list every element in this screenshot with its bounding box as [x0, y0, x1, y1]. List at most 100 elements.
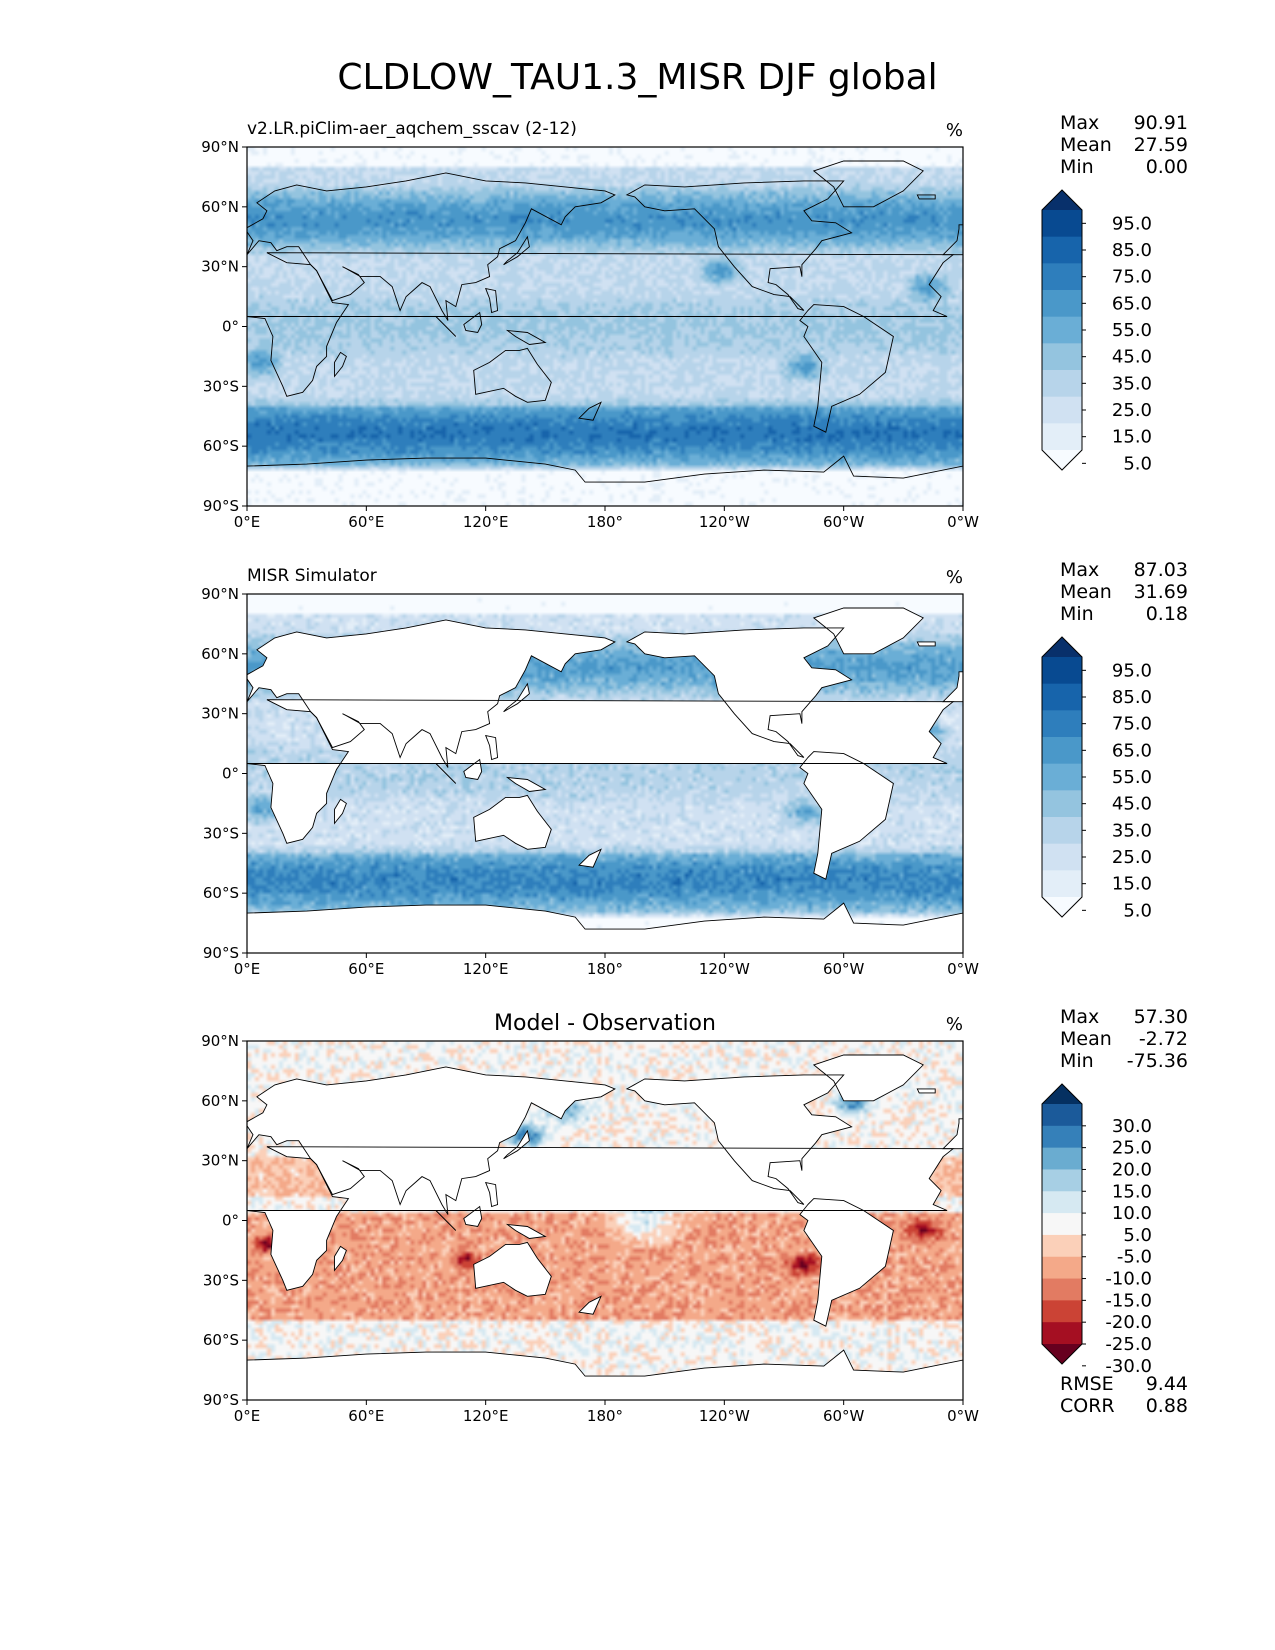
- lat-tick-label: 90°S: [203, 1391, 239, 1409]
- colorbar-segment: [1042, 343, 1082, 371]
- coastline: [247, 699, 955, 844]
- lon-tick-label: 120°W: [699, 513, 750, 531]
- coastline: [916, 194, 936, 200]
- stat-label: Max: [1060, 1006, 1100, 1028]
- lon-tick-label: 0°W: [947, 1407, 979, 1425]
- coastline: [463, 758, 483, 780]
- stat-label: Min: [1060, 603, 1094, 625]
- coastline: [463, 311, 483, 333]
- colorbar-tick-label: 30.0: [1112, 1116, 1152, 1137]
- lat-tick-label: 0°: [222, 765, 239, 783]
- colorbar-segment: [1042, 236, 1082, 264]
- lat-tick-label: 90°N: [201, 1032, 239, 1050]
- lat-tick-label: 90°S: [203, 497, 239, 515]
- colorbar-segment: [1042, 423, 1082, 451]
- colorbar-segment: [1042, 1278, 1082, 1301]
- stats-model: Max 90.91 Mean 27.59 Min 0.00: [1060, 112, 1188, 178]
- colorbar-segment: [1042, 710, 1082, 738]
- lat-tick-label: 30°N: [201, 258, 239, 276]
- lat-tick-label: 60°S: [203, 884, 239, 902]
- colorbar-tick-label: -30.0: [1105, 1356, 1152, 1377]
- lat-tick-label: 30°S: [203, 824, 239, 842]
- stat-value: -2.72: [1138, 1028, 1188, 1050]
- lat-tick-label: 90°N: [201, 585, 239, 603]
- colorbar-tick-label: 65.0: [1112, 293, 1152, 314]
- stat-label: CORR: [1060, 1395, 1115, 1417]
- coastline: [473, 794, 552, 850]
- coastline: [435, 763, 457, 784]
- coastline: [505, 329, 547, 345]
- colorbar-segment: [1042, 290, 1082, 318]
- coastline: [247, 1349, 963, 1400]
- coastline: [247, 172, 616, 321]
- colorbar-tick-label: 75.0: [1112, 714, 1152, 735]
- lon-tick-label: 60°E: [348, 1407, 384, 1425]
- colorbar-extend-top: [1042, 637, 1082, 657]
- coastline: [435, 1210, 457, 1231]
- lat-tick-label: 60°S: [203, 1331, 239, 1349]
- lat-tick-label: 0°: [222, 318, 239, 336]
- lon-tick-label: 0°W: [947, 960, 979, 978]
- stat-value: 0.18: [1145, 603, 1188, 625]
- stat-label: Max: [1060, 112, 1100, 134]
- coastlines: [247, 607, 963, 953]
- colorbar-tick-label: 5.0: [1123, 900, 1152, 921]
- coastline: [916, 1088, 936, 1094]
- coastline: [812, 160, 924, 208]
- colorbar-tick-label: 95.0: [1112, 660, 1152, 681]
- coastline: [484, 287, 499, 314]
- colorbar-tick-label: -10.0: [1105, 1269, 1152, 1290]
- map-panel-obs: 0°E 60°E 120°E 180° 120°W 60°W 0°W 90°N 60°N 30°N…: [201, 566, 979, 978]
- lat-tick-label: 60°S: [203, 437, 239, 455]
- colorbar-tick-label: 75.0: [1112, 267, 1152, 288]
- units-label: %: [946, 1014, 963, 1035]
- colorbar-extend-top: [1042, 1084, 1082, 1104]
- colorbar-tick-label: -20.0: [1105, 1312, 1152, 1333]
- lon-tick-label: 60°E: [348, 960, 384, 978]
- colorbar-segment: [1042, 210, 1082, 238]
- coastline: [247, 619, 616, 768]
- lat-tick-label: 60°N: [201, 645, 239, 663]
- stat-label: Mean: [1060, 581, 1112, 603]
- colorbar-tick-label: 35.0: [1112, 373, 1152, 394]
- coastline: [247, 455, 963, 506]
- colorbar-tick-label: 85.0: [1112, 687, 1152, 708]
- colorbar-segment: [1042, 1256, 1082, 1280]
- coastline: [503, 235, 530, 266]
- lon-tick-label: 120°W: [699, 1407, 750, 1425]
- colorbar-segment: [1042, 1213, 1082, 1236]
- colorbar-segment: [1042, 1322, 1082, 1345]
- colorbar-tick-label: 15.0: [1112, 1181, 1152, 1202]
- coastline: [578, 1295, 602, 1315]
- coastline: [247, 252, 955, 397]
- map-panel-model: 0°E 60°E 120°E 180° 120°W 60°W 0°W 90°N 60°N 30°N…: [201, 119, 979, 531]
- colorbar-tick-label: 95.0: [1112, 213, 1152, 234]
- lon-tick-label: 180°: [587, 1407, 623, 1425]
- lon-tick-label: 120°E: [463, 513, 509, 531]
- colorbar-segment: [1042, 1147, 1082, 1170]
- coastline: [799, 1198, 894, 1327]
- colorbar-outline: [1041, 189, 1083, 471]
- colorbar-diff: 30.025.020.015.010.05.0-5.0-10.0-15.0-20…: [1041, 1083, 1152, 1377]
- colorbar-segment: [1042, 1104, 1082, 1127]
- stat-value: 90.91: [1133, 112, 1188, 134]
- map-panel-diff: 0°E 60°E 120°E 180° 120°W 60°W 0°W 90°N 60°N 30°N…: [201, 1011, 979, 1425]
- colorbar-segment: [1042, 1234, 1082, 1258]
- coastline: [812, 1054, 924, 1102]
- stat-label: Mean: [1060, 1028, 1112, 1050]
- colorbar-segment: [1042, 870, 1082, 898]
- coastline: [942, 671, 963, 703]
- lat-tick-label: 60°N: [201, 1092, 239, 1110]
- lat-tick-label: 30°N: [201, 705, 239, 723]
- stat-value: 0.88: [1145, 1395, 1188, 1417]
- coastline: [578, 401, 602, 421]
- coastline: [473, 1241, 552, 1297]
- colorbar-tick-label: 15.0: [1112, 427, 1152, 448]
- lon-tick-label: 60°E: [348, 513, 384, 531]
- coastline: [916, 641, 936, 647]
- coastline: [334, 798, 347, 825]
- coastline: [334, 351, 347, 378]
- colorbar-segment: [1042, 683, 1082, 711]
- lon-tick-label: 0°E: [234, 960, 261, 978]
- stat-value: 9.44: [1145, 1373, 1188, 1395]
